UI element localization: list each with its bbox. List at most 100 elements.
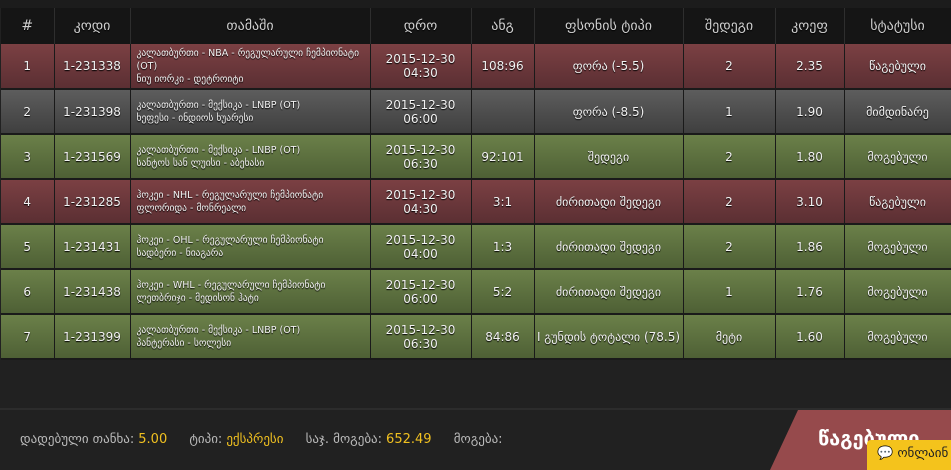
league: ჰოკეი - WHL - რეგულარული ჩემპიონატი (136, 279, 326, 291)
cell-outcome: 1 (683, 89, 776, 135)
league: ჰოკეი - OHL - რეგულარული ჩემპიონატი (136, 234, 324, 246)
cell-code: 1-231569 (54, 134, 131, 180)
column-header: შედეგი (683, 8, 776, 44)
cell-date: 2015-12-30 06:00 (370, 89, 472, 135)
cell-odds: 1.86 (775, 224, 845, 270)
type-label: ტიპი: (189, 432, 223, 447)
cell-outcome: 2 (683, 44, 776, 90)
cell-outcome: მეტი (683, 314, 776, 360)
cell-bet: შედეგი (534, 134, 684, 180)
match: სადბერი - ნიაგარა (136, 247, 224, 259)
cell-code: 1-231398 (54, 89, 131, 135)
column-header: # (1, 8, 55, 44)
cell-status: მოგებული (844, 134, 951, 180)
cell-bet: ფორა (-8.5) (534, 89, 684, 135)
table-row[interactable]: 2 1-231398 კალათბურთი - მექსიკა - LNBP (OT… (1, 89, 951, 135)
cell-status: მიმდინარე (844, 89, 951, 135)
league: კალათბურთი - მექსიკა - LNBP (OT) (136, 99, 301, 111)
cell-bet: ძირითადი შედეგი (534, 179, 684, 225)
cell-n: 1 (1, 44, 55, 90)
cell-date: 2015-12-30 06:00 (370, 269, 472, 315)
win-label: მოგება: (453, 432, 503, 447)
cell-odds: 1.90 (775, 89, 845, 135)
possible-win-label: საჯ. მოგება: (305, 432, 383, 447)
cell-date: 2015-12-30 04:30 (370, 44, 472, 90)
cell-n: 3 (1, 134, 55, 180)
league: კალათბურთი - NBA - რეგულარული ჩემპიონატი… (136, 47, 360, 72)
stake-value: 5.00 (138, 432, 168, 447)
cell-score: 84:86 (471, 314, 535, 360)
cell-outcome: 1 (683, 269, 776, 315)
cell-bet: ძირითადი შედეგი (534, 224, 684, 270)
chat-label: ონლაინ (897, 446, 949, 461)
cell-score: 3:1 (471, 179, 535, 225)
bets-table: # კოდი თამაში დრო ანგ ფსონის ტიპი შედეგი კოეფ სტ… (1, 8, 951, 360)
cell-status: მოგებული (844, 314, 951, 360)
cell-n: 7 (1, 314, 55, 360)
cell-odds: 1.80 (775, 134, 845, 180)
cell-game: კალათბურთი - მექსიკა - LNBP (OT) პანტერას… (130, 314, 371, 360)
cell-score: 5:2 (471, 269, 535, 315)
column-header: ანგ (471, 8, 535, 44)
divider (0, 408, 951, 410)
table-row[interactable]: 3 1-231569 კალათბურთი - მექსიკა - LNBP (OT… (1, 134, 951, 180)
cell-game: კალათბურთი - NBA - რეგულარული ჩემპიონატი… (130, 44, 371, 90)
cell-n: 4 (1, 179, 55, 225)
top-bar (0, 0, 951, 8)
match: ნიუ იორკი - დეტროიტი (136, 73, 244, 85)
table-row[interactable]: 7 1-231399 კალათბურთი - მექსიკა - LNBP (OT… (1, 314, 951, 360)
match: ლეთბრიჯი - მედისონ ჰატი (136, 292, 259, 304)
match: პანტერასი - სოლესი (136, 337, 232, 349)
cell-game: ჰოკეი - WHL - რეგულარული ჩემპიონატი ლეთბრ… (130, 269, 371, 315)
table-row[interactable]: 4 1-231285 ჰოკეი - NHL - რეგულარული ჩემპიო… (1, 179, 951, 225)
cell-status: წაგებული (844, 179, 951, 225)
table-row[interactable]: 1 1-231338 კალათბურთი - NBA - რეგულარული ჩ… (1, 44, 951, 90)
match: ფლორიდა - მონრეალი (136, 202, 247, 214)
cell-n: 6 (1, 269, 55, 315)
cell-bet: ძირითადი შედეგი (534, 269, 684, 315)
cell-game: ჰოკეი - OHL - რეგულარული ჩემპიონატი სადბე… (130, 224, 371, 270)
chat-icon: 💬 (877, 446, 894, 461)
stake-label: დადებული თანხა: (20, 432, 135, 447)
cell-game: კალათბურთი - მექსიკა - LNBP (OT) სანტოს ს… (130, 134, 371, 180)
league: კალათბურთი - მექსიკა - LNBP (OT) (136, 324, 301, 336)
online-chat-button[interactable]: 💬 ონლაინ (867, 440, 951, 470)
cell-outcome: 2 (683, 134, 776, 180)
cell-odds: 1.76 (775, 269, 845, 315)
league: კალათბურთი - მექსიკა - LNBP (OT) (136, 144, 301, 156)
cell-score: 1:3 (471, 224, 535, 270)
column-header: სტატუსი (844, 8, 951, 44)
match: ხეფესი - ინდიოს ხუარესი (136, 112, 254, 124)
cell-odds: 3.10 (775, 179, 845, 225)
cell-code: 1-231438 (54, 269, 131, 315)
cell-n: 5 (1, 224, 55, 270)
cell-code: 1-231285 (54, 179, 131, 225)
column-header: თამაში (130, 8, 371, 44)
cell-n: 2 (1, 89, 55, 135)
cell-score: 108:96 (471, 44, 535, 90)
cell-odds: 1.60 (775, 314, 845, 360)
cell-game: კალათბურთი - მექსიკა - LNBP (OT) ხეფესი -… (130, 89, 371, 135)
cell-outcome: 2 (683, 179, 776, 225)
table-row[interactable]: 5 1-231431 ჰოკეი - OHL - რეგულარული ჩემპიო… (1, 224, 951, 270)
cell-outcome: 2 (683, 224, 776, 270)
cell-odds: 2.35 (775, 44, 845, 90)
bet-summary: დადებული თანხა: 5.00 ტიპი: ექსპრესი საჯ. მ… (20, 432, 503, 447)
cell-date: 2015-12-30 04:00 (370, 224, 472, 270)
cell-game: ჰოკეი - NHL - რეგულარული ჩემპიონატი ფლორი… (130, 179, 371, 225)
cell-score: 92:101 (471, 134, 535, 180)
league: ჰოკეი - NHL - რეგულარული ჩემპიონატი (136, 189, 324, 201)
cell-status: მოგებული (844, 269, 951, 315)
cell-code: 1-231431 (54, 224, 131, 270)
column-header: კოდი (54, 8, 131, 44)
cell-status: მოგებული (844, 224, 951, 270)
cell-bet: ფორა (-5.5) (534, 44, 684, 90)
cell-status: წაგებული (844, 44, 951, 90)
cell-date: 2015-12-30 04:30 (370, 179, 472, 225)
column-header: კოეფ (775, 8, 845, 44)
match: სანტოს სან ლუისი - აბეხასი (136, 157, 265, 169)
cell-score (471, 89, 535, 135)
type-value: ექსპრესი (226, 432, 284, 447)
table-row[interactable]: 6 1-231438 ჰოკეი - WHL - რეგულარული ჩემპიო… (1, 269, 951, 315)
column-header: დრო (370, 8, 472, 44)
